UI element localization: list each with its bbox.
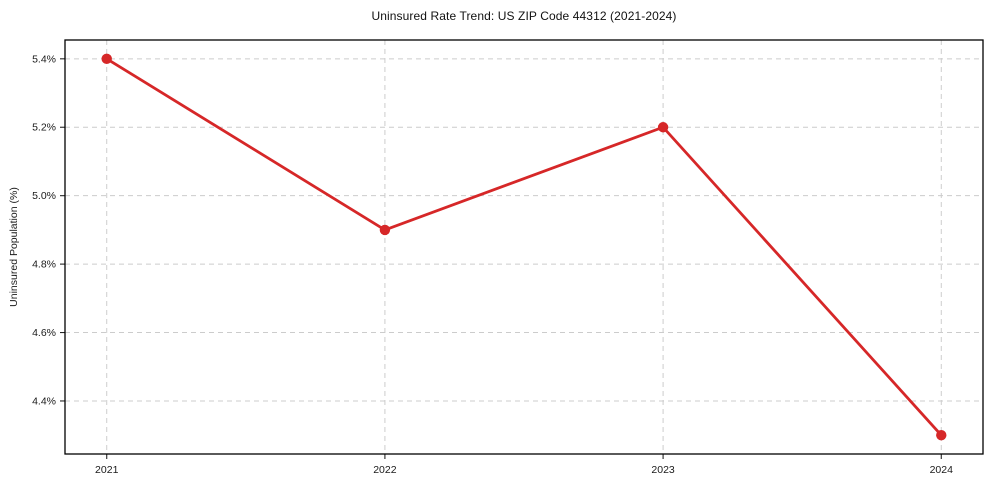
x-tick-label: 2024: [930, 464, 954, 476]
x-tick-label: 2023: [651, 464, 675, 476]
y-tick-label: 4.8%: [32, 259, 56, 271]
y-tick-label: 5.4%: [32, 53, 56, 65]
y-tick-label: 4.6%: [32, 327, 56, 339]
x-tick-label: 2022: [373, 464, 397, 476]
plot-border: [64, 39, 984, 455]
data-point: [657, 122, 669, 133]
chart-title: Uninsured Rate Trend: US ZIP Code 44312 …: [371, 9, 677, 23]
y-tick-label: 4.4%: [32, 395, 56, 407]
data-point: [379, 224, 391, 236]
data-point: [936, 429, 947, 441]
trend-line: [105, 57, 943, 437]
y-tick-label: 5.2%: [32, 122, 56, 134]
data-point: [101, 53, 112, 65]
x-tick-label: 2021: [95, 464, 119, 476]
y-tick-label: 5.0%: [32, 190, 56, 202]
